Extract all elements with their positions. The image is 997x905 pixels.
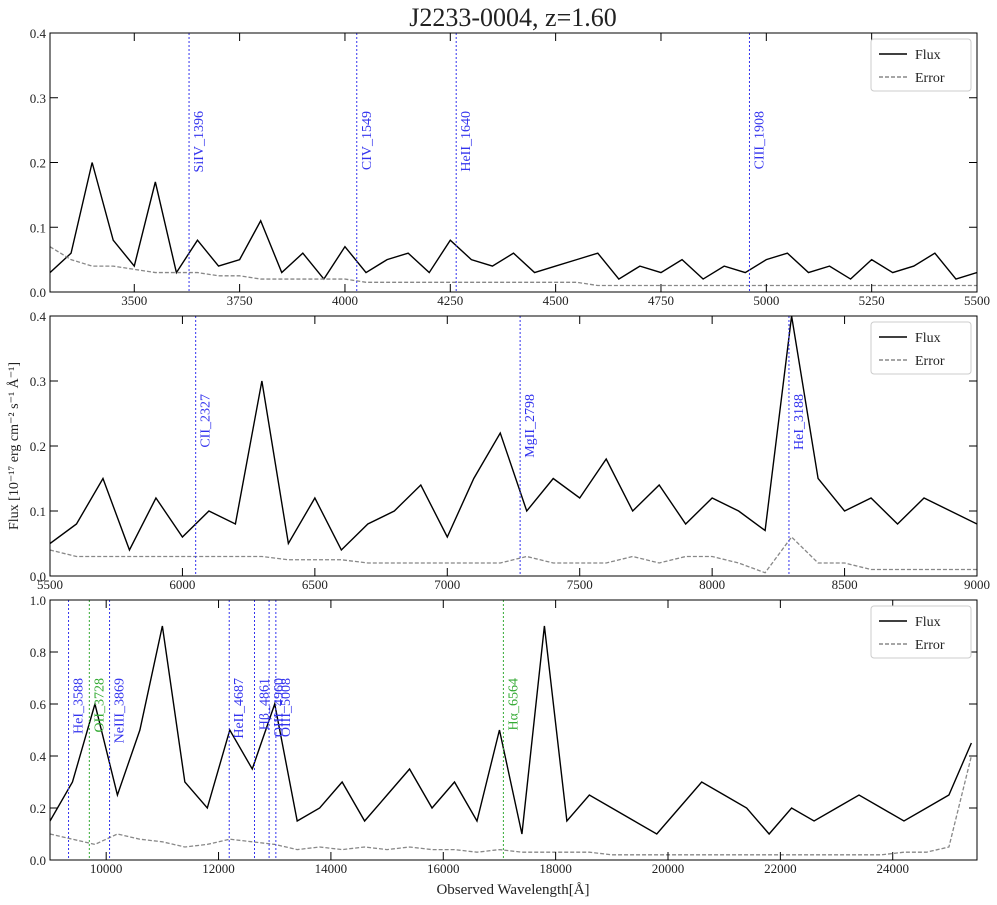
- spectrum-line: [50, 755, 973, 856]
- legend-label: Flux: [915, 331, 941, 346]
- y-tick-label: 0.4: [30, 309, 47, 324]
- x-axis-label: Observed Wavelength[Å]: [436, 882, 589, 898]
- legend-box: [870, 321, 972, 375]
- x-tick-label: 8500: [832, 577, 858, 592]
- y-axis-label: Flux [10⁻¹⁷ erg cm⁻² s⁻¹ Å⁻¹]: [6, 362, 22, 530]
- plot-frame: [49, 599, 978, 861]
- line-label: OII_3728: [92, 678, 107, 732]
- line-label: CII_2327: [199, 394, 214, 448]
- y-tick-label: 0.1: [30, 504, 46, 519]
- x-tick-label: 7000: [434, 577, 460, 592]
- y-tick-label: 0.0: [30, 853, 46, 868]
- legend-box: [870, 605, 972, 659]
- spectrum-line: [50, 162, 977, 281]
- y-tick-label: 0.1: [30, 220, 46, 235]
- legend-box: [870, 38, 972, 92]
- x-tick-label: 24000: [876, 861, 909, 876]
- line-label: SiIV_1396: [192, 111, 207, 172]
- line-label: CIV_1549: [360, 111, 375, 170]
- x-tick-label: 12000: [202, 861, 235, 876]
- legend-label: Flux: [915, 48, 941, 63]
- y-tick-label: 0.0: [30, 285, 46, 300]
- legend-label: Flux: [915, 615, 941, 630]
- x-tick-label: 4750: [648, 293, 674, 308]
- x-tick-label: 5000: [753, 293, 779, 308]
- x-tick-label: 4500: [543, 293, 569, 308]
- y-tick-label: 0.2: [30, 439, 46, 454]
- x-tick-label: 14000: [315, 861, 348, 876]
- x-tick-label: 5500: [964, 293, 990, 308]
- line-label: Hα_6564: [506, 678, 521, 730]
- spectrum-line: [50, 316, 977, 552]
- x-tick-label: 7500: [567, 577, 593, 592]
- x-tick-label: 10000: [90, 861, 123, 876]
- x-tick-label: 4000: [332, 293, 358, 308]
- legend-label: Error: [915, 71, 945, 86]
- y-tick-label: 0.4: [30, 26, 47, 41]
- y-tick-label: 0.6: [30, 697, 47, 712]
- line-label: Hβ_4861: [258, 678, 273, 730]
- legend-label: Error: [915, 354, 945, 369]
- y-tick-label: 1.0: [30, 593, 46, 608]
- x-tick-label: 6000: [169, 577, 195, 592]
- x-tick-label: 9000: [964, 577, 990, 592]
- x-tick-label: 22000: [764, 861, 797, 876]
- x-tick-label: 16000: [427, 861, 460, 876]
- x-tick-label: 20000: [652, 861, 685, 876]
- line-label: CIII_1908: [752, 111, 767, 169]
- spectrum-line: [50, 536, 977, 574]
- spectrum-line: [50, 246, 977, 287]
- y-tick-label: 0.3: [30, 91, 46, 106]
- line-label: HeII_1640: [459, 111, 474, 172]
- line-label: OIII_5008: [279, 678, 294, 737]
- x-tick-label: 3750: [227, 293, 253, 308]
- chart-title: J2233-0004, z=1.60: [409, 3, 616, 32]
- spectrum-line: [50, 625, 973, 836]
- y-tick-label: 0.3: [30, 374, 46, 389]
- y-tick-label: 0.8: [30, 645, 46, 660]
- y-tick-label: 0.4: [30, 749, 47, 764]
- x-tick-label: 4250: [437, 293, 463, 308]
- line-label: NeIII_3869: [113, 678, 128, 743]
- x-tick-label: 18000: [539, 861, 572, 876]
- y-tick-label: 0.0: [30, 569, 46, 584]
- x-tick-label: 3500: [121, 293, 147, 308]
- x-tick-label: 6500: [302, 577, 328, 592]
- x-tick-label: 5500: [37, 577, 63, 592]
- x-tick-label: 5250: [859, 293, 885, 308]
- line-label: HeI_3588: [72, 678, 87, 734]
- line-label: HeI_3188: [792, 394, 807, 450]
- y-tick-label: 0.2: [30, 156, 46, 171]
- line-label: HeII_4687: [232, 678, 247, 739]
- x-tick-label: 8000: [699, 577, 725, 592]
- y-tick-label: 0.2: [30, 801, 46, 816]
- legend-label: Error: [915, 638, 945, 653]
- line-label: MgII_2798: [523, 394, 538, 458]
